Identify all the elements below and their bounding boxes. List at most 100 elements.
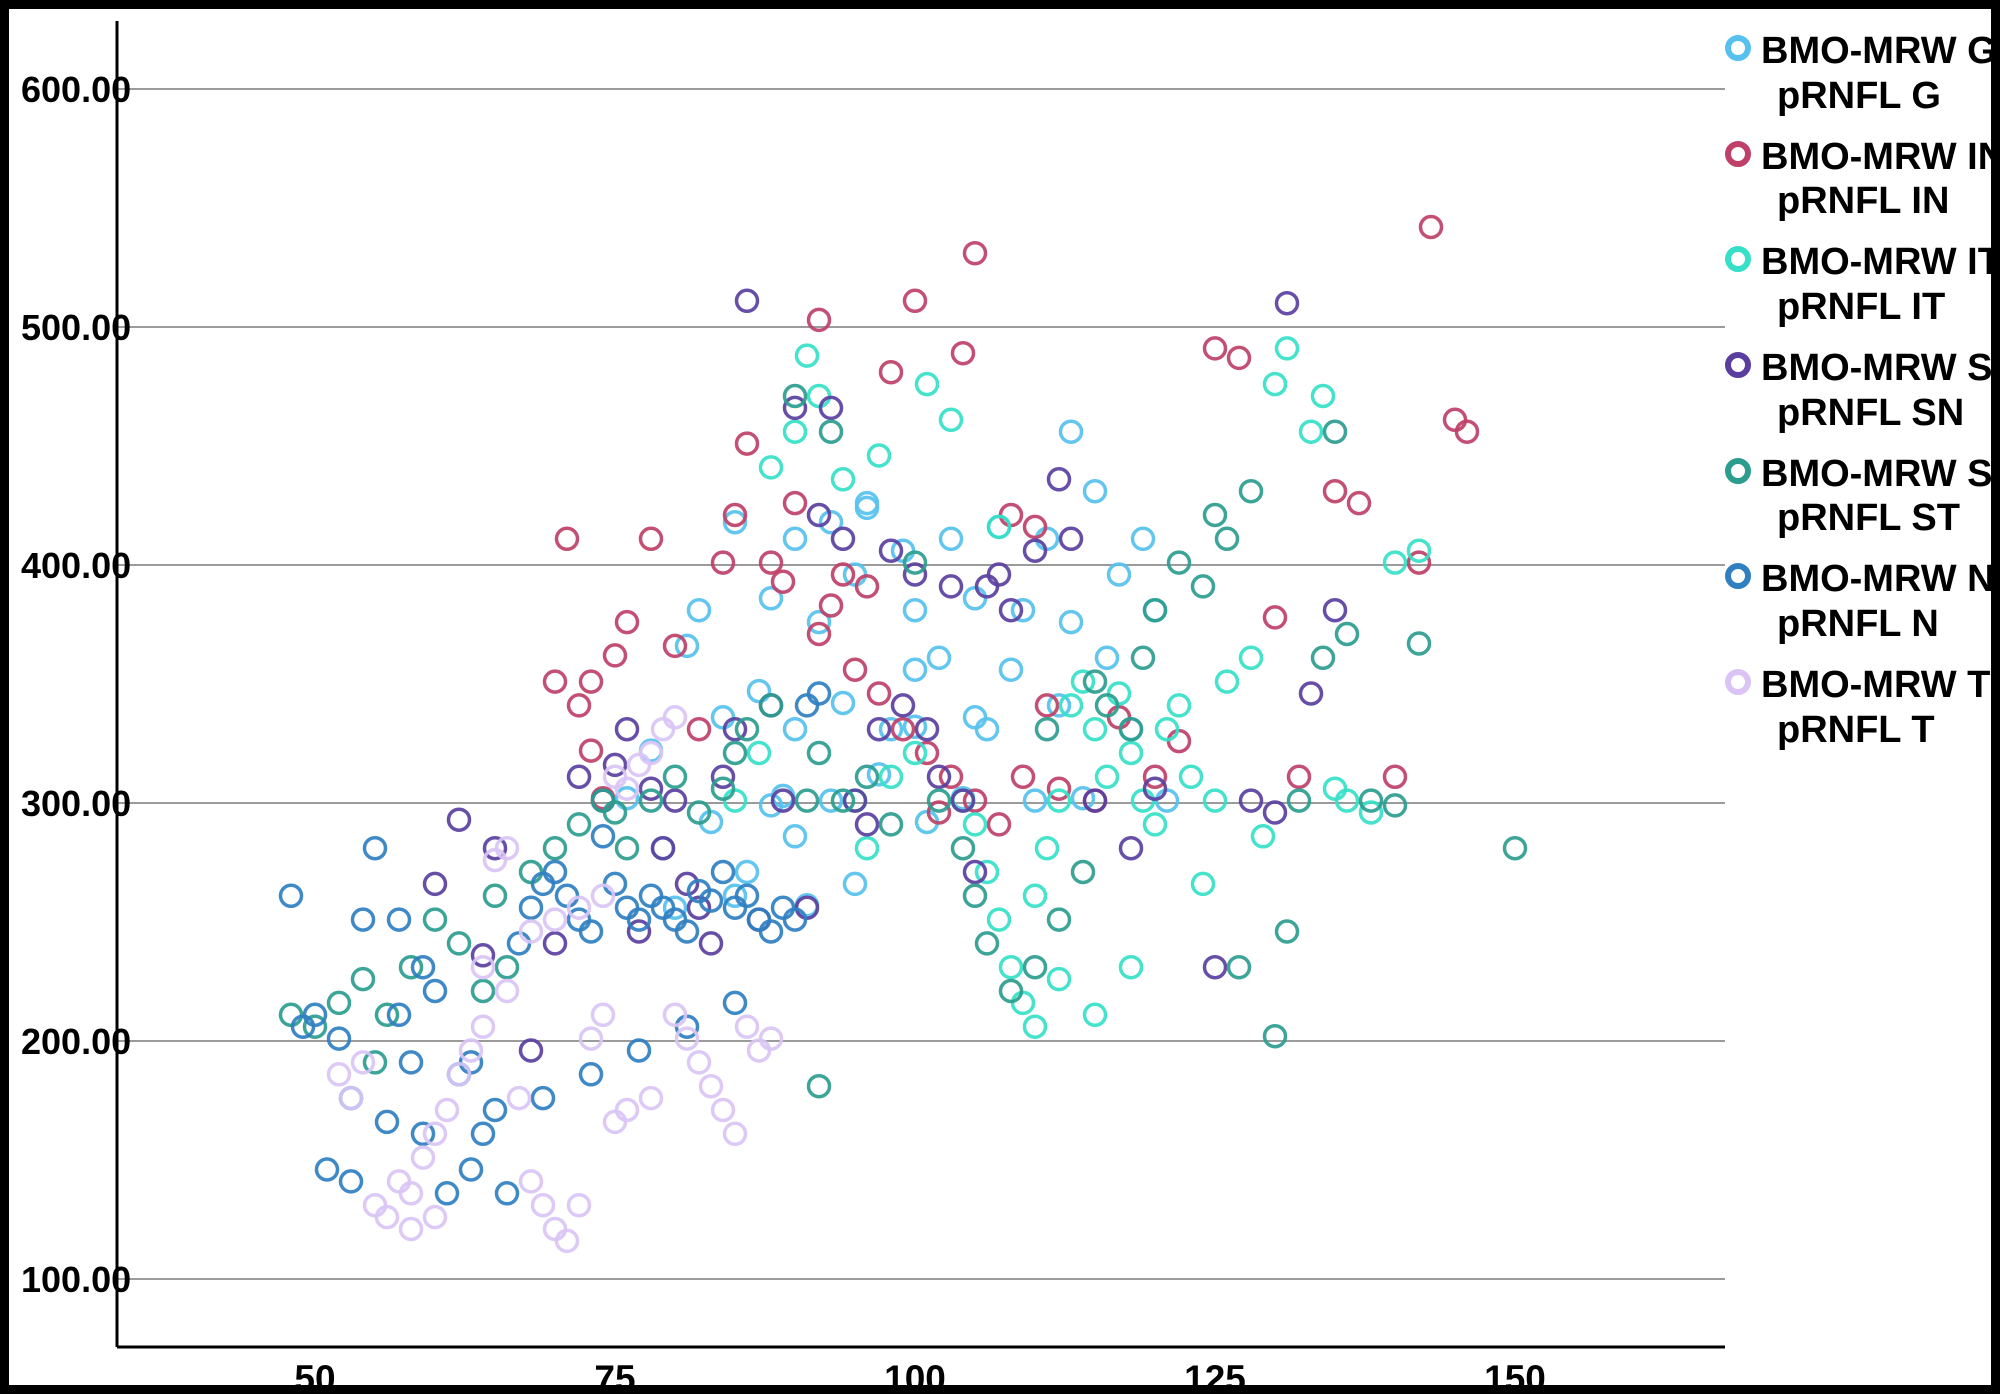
legend-label: BMO-MRW SN pRNFL SN xyxy=(1761,346,1991,436)
data-point xyxy=(362,1050,388,1075)
data-point xyxy=(686,597,712,623)
data-point xyxy=(902,657,928,682)
data-point xyxy=(854,490,880,516)
data-point xyxy=(554,1228,580,1254)
data-point xyxy=(914,740,940,766)
data-point xyxy=(1238,478,1264,504)
legend-item-SN: BMO-MRW SN pRNFL SN xyxy=(1725,346,1991,436)
data-point xyxy=(638,883,664,909)
data-point xyxy=(926,788,952,813)
data-point xyxy=(734,431,760,456)
data-point xyxy=(542,859,568,885)
data-point xyxy=(722,502,748,528)
data-point xyxy=(830,690,856,716)
data-point xyxy=(962,586,988,611)
data-point xyxy=(974,859,1000,885)
data-point xyxy=(1058,609,1084,635)
data-point xyxy=(1070,669,1096,694)
data-point xyxy=(470,978,496,1004)
legend-marker-circle-icon xyxy=(1725,668,1751,695)
data-point xyxy=(494,1181,520,1206)
data-point xyxy=(806,681,832,706)
data-point xyxy=(326,990,352,1016)
data-point xyxy=(1082,669,1108,694)
data-point xyxy=(542,1216,568,1242)
data-point xyxy=(374,1002,400,1028)
data-point xyxy=(734,859,760,885)
data-point xyxy=(746,1038,772,1063)
data-point xyxy=(854,835,880,861)
data-point xyxy=(698,888,724,913)
data-point xyxy=(722,1121,748,1147)
data-point xyxy=(602,752,628,778)
data-point xyxy=(1118,835,1144,861)
data-point xyxy=(806,383,832,409)
data-point xyxy=(578,669,604,694)
data-point xyxy=(1406,550,1432,575)
data-point xyxy=(1142,764,1168,790)
data-point xyxy=(962,705,988,730)
data-point xyxy=(542,835,568,861)
data-point xyxy=(962,859,988,885)
data-point xyxy=(698,931,724,956)
data-point xyxy=(962,240,988,266)
data-point xyxy=(830,526,856,552)
data-point xyxy=(1286,788,1312,813)
data-point xyxy=(590,1002,616,1028)
data-point xyxy=(638,776,664,801)
data-point xyxy=(398,1216,424,1242)
data-point xyxy=(1322,478,1348,504)
data-point xyxy=(686,895,712,920)
data-point xyxy=(374,1109,400,1135)
x-tick-label: 50 xyxy=(294,1358,335,1385)
data-point xyxy=(1202,502,1228,528)
legend-label: BMO-MRW IT pRNFL IT xyxy=(1761,240,2000,330)
data-point xyxy=(338,1085,364,1111)
data-point xyxy=(1274,919,1300,944)
data-point xyxy=(686,716,712,742)
data-point xyxy=(494,835,520,861)
data-point xyxy=(1262,1023,1288,1049)
data-point xyxy=(614,609,640,635)
data-point xyxy=(722,740,748,766)
data-point xyxy=(974,574,1000,599)
data-point xyxy=(506,1085,532,1111)
data-point xyxy=(446,931,472,956)
data-point xyxy=(710,1097,736,1123)
data-point xyxy=(1058,419,1084,444)
data-point xyxy=(446,1062,472,1087)
y-tick-label: 600.00 xyxy=(21,69,131,110)
data-point xyxy=(386,1169,412,1194)
data-point xyxy=(902,714,928,740)
data-point xyxy=(830,562,856,587)
data-point xyxy=(974,716,1000,742)
data-point xyxy=(1118,716,1144,742)
legend-label-line1: BMO-MRW IT xyxy=(1761,241,2000,284)
data-point xyxy=(482,1097,508,1123)
data-point xyxy=(746,678,772,704)
data-point xyxy=(1358,788,1384,813)
data-point xyxy=(674,1026,700,1051)
data-point xyxy=(998,978,1024,1004)
data-point xyxy=(818,395,844,421)
data-point xyxy=(1274,290,1300,316)
data-point xyxy=(1010,990,1036,1016)
data-point xyxy=(1382,550,1408,575)
data-point xyxy=(1070,785,1096,811)
data-point xyxy=(818,509,844,535)
data-point xyxy=(326,1026,352,1051)
data-point xyxy=(1334,621,1360,647)
data-point xyxy=(950,788,976,813)
data-point xyxy=(662,633,688,659)
data-point xyxy=(470,1121,496,1147)
data-point xyxy=(1082,478,1108,504)
data-point xyxy=(1106,705,1132,730)
data-point xyxy=(998,657,1024,682)
data-point xyxy=(710,776,736,801)
data-point xyxy=(1322,419,1348,444)
data-point xyxy=(710,764,736,790)
